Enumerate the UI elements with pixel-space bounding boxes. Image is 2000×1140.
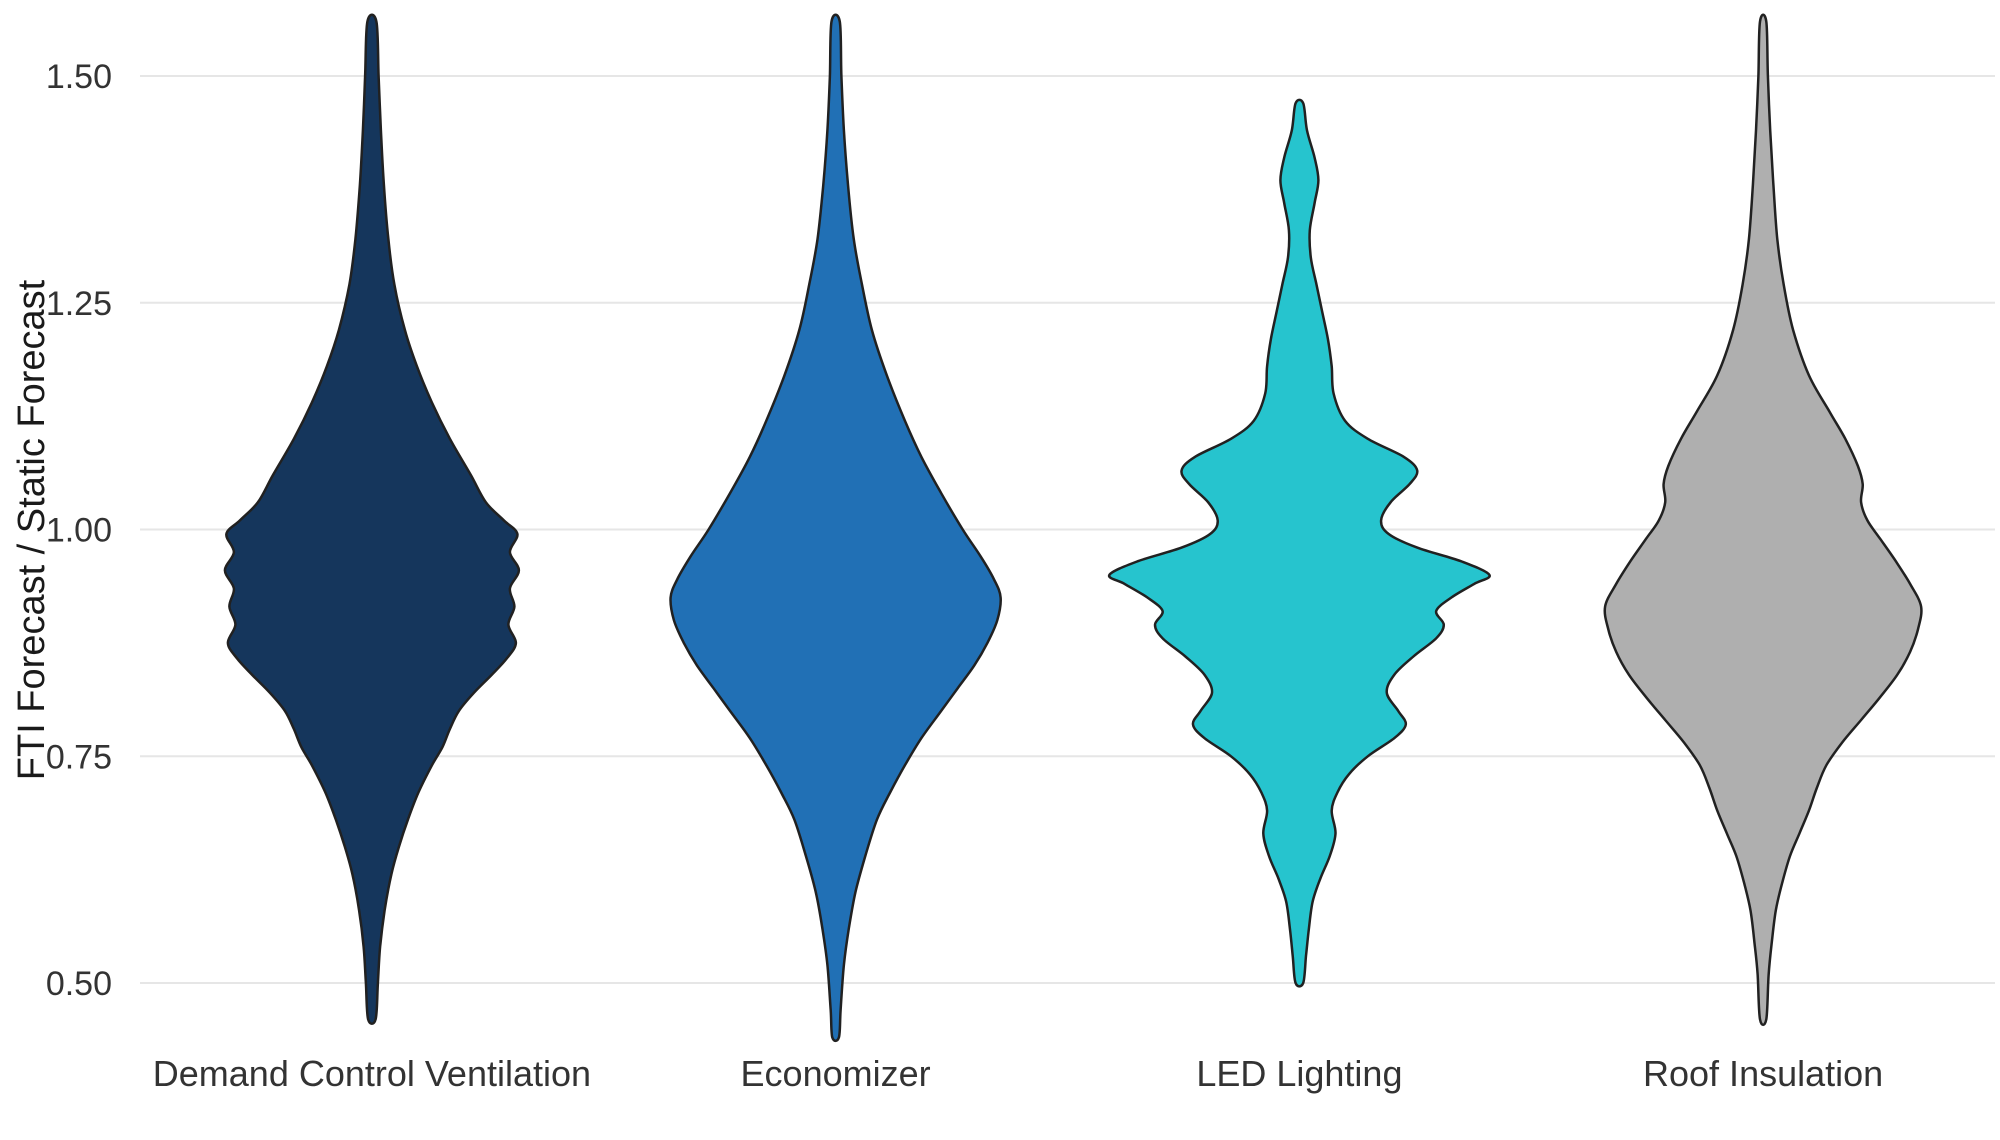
x-category-label: Roof Insulation: [1643, 1053, 1883, 1094]
x-axis-category-labels: Demand Control Ventilation Economizer LED …: [153, 1053, 1883, 1094]
x-category-label: Demand Control Ventilation: [153, 1053, 591, 1094]
y-tick-label: 1.25: [46, 285, 112, 323]
violin-demand-control-ventilation: [223, 13, 521, 1026]
x-category-label: Economizer: [741, 1053, 931, 1094]
y-tick-label: 1.50: [46, 58, 112, 96]
x-category-label: LED Lighting: [1196, 1053, 1402, 1094]
y-tick-label: 0.75: [46, 738, 112, 776]
violins-group: [223, 13, 1923, 1043]
y-tick-label: 0.50: [46, 965, 112, 1003]
violin-roof-insulation: [1603, 13, 1923, 1027]
violin-led-lighting: [1107, 98, 1491, 988]
y-axis-title: FTI Forecast / Static Forecast: [11, 279, 53, 780]
y-axis-tick-labels: 1.50 1.25 1.00 0.75 0.50: [46, 58, 112, 1003]
violin-economizer: [669, 13, 1002, 1043]
y-tick-label: 1.00: [46, 512, 112, 550]
